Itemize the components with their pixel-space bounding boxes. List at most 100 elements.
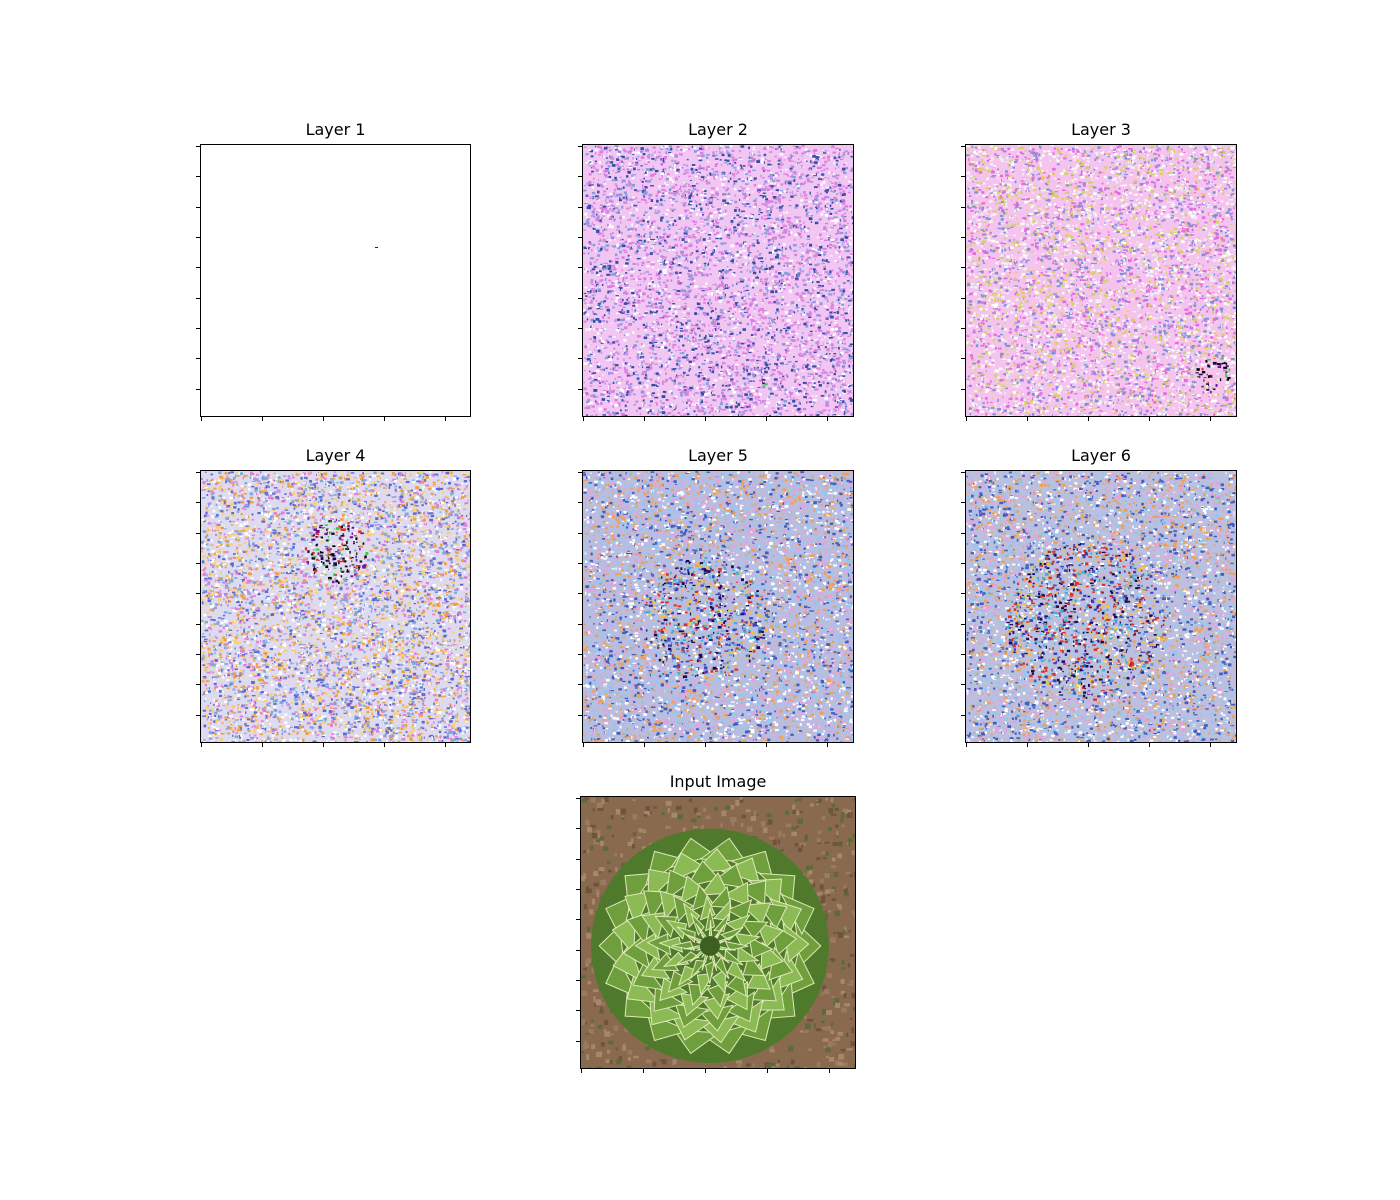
y-tick <box>961 267 966 268</box>
x-tick <box>583 416 584 421</box>
y-tick <box>578 328 583 329</box>
layer-6-image <box>965 470 1237 743</box>
x-tick <box>705 742 706 747</box>
layer-4-image <box>200 470 471 743</box>
y-tick <box>576 919 581 920</box>
x-tick <box>966 742 967 747</box>
panel-layer-4: Layer 4 <box>200 448 471 743</box>
y-tick <box>196 502 201 503</box>
x-tick <box>827 416 828 421</box>
input-image <box>580 796 856 1069</box>
panel-title: Layer 2 <box>582 122 854 138</box>
x-tick <box>384 742 385 747</box>
panel-layer-6: Layer 6 <box>965 448 1237 743</box>
panel-layer-3: Layer 3 <box>965 122 1237 417</box>
y-tick <box>578 176 583 177</box>
y-tick <box>578 624 583 625</box>
y-tick <box>576 980 581 981</box>
y-tick <box>961 298 966 299</box>
y-tick <box>578 563 583 564</box>
layer-4-texture <box>201 471 470 742</box>
x-tick <box>643 1068 644 1073</box>
x-tick <box>583 742 584 747</box>
y-tick <box>961 684 966 685</box>
y-tick <box>961 176 966 177</box>
y-tick <box>961 502 966 503</box>
y-tick <box>578 654 583 655</box>
y-tick <box>196 684 201 685</box>
y-tick <box>961 715 966 716</box>
layer-2-texture <box>583 145 853 416</box>
y-tick <box>578 267 583 268</box>
y-tick <box>196 358 201 359</box>
y-tick <box>578 593 583 594</box>
y-tick <box>578 502 583 503</box>
y-tick <box>578 146 583 147</box>
x-tick <box>1027 742 1028 747</box>
layer-3-image <box>965 144 1237 417</box>
y-tick <box>961 328 966 329</box>
x-tick <box>323 416 324 421</box>
layer-5-image <box>582 470 854 743</box>
y-tick <box>961 563 966 564</box>
panel-title: Layer 4 <box>200 448 471 464</box>
x-tick <box>766 742 767 747</box>
panel-layer-5: Layer 5 <box>582 448 854 743</box>
x-tick <box>1149 742 1150 747</box>
y-tick <box>578 358 583 359</box>
y-tick <box>196 267 201 268</box>
y-tick <box>961 207 966 208</box>
y-tick <box>578 207 583 208</box>
y-tick <box>576 798 581 799</box>
y-tick <box>196 533 201 534</box>
layer-5-texture <box>583 471 853 742</box>
panel-title: Layer 5 <box>582 448 854 464</box>
x-tick <box>766 416 767 421</box>
y-tick <box>196 624 201 625</box>
layer-6-texture <box>966 471 1236 742</box>
y-tick <box>578 472 583 473</box>
layer-1-image <box>200 144 471 417</box>
panel-title: Layer 6 <box>965 448 1237 464</box>
x-tick <box>644 416 645 421</box>
y-tick <box>576 828 581 829</box>
x-tick <box>966 416 967 421</box>
y-tick <box>196 563 201 564</box>
panel-input-image: Input Image <box>580 774 856 1070</box>
x-tick <box>644 742 645 747</box>
y-tick <box>578 237 583 238</box>
y-tick <box>961 358 966 359</box>
panel-layer-1: Layer 1 <box>200 122 471 417</box>
y-tick <box>576 950 581 951</box>
x-tick <box>705 1068 706 1073</box>
x-tick <box>1210 416 1211 421</box>
y-tick <box>961 624 966 625</box>
y-tick <box>578 298 583 299</box>
y-tick <box>961 389 966 390</box>
x-tick <box>1210 742 1211 747</box>
y-tick <box>196 472 201 473</box>
panel-title: Input Image <box>580 774 856 790</box>
x-tick <box>262 416 263 421</box>
panel-title: Layer 3 <box>965 122 1237 138</box>
panel-title: Layer 1 <box>200 122 471 138</box>
y-tick <box>578 715 583 716</box>
x-tick <box>827 742 828 747</box>
activation-speck <box>375 247 378 248</box>
y-tick <box>196 389 201 390</box>
y-tick <box>196 593 201 594</box>
layer-2-image <box>582 144 854 417</box>
y-tick <box>961 654 966 655</box>
y-tick <box>576 859 581 860</box>
y-tick <box>961 533 966 534</box>
y-tick <box>196 207 201 208</box>
x-tick <box>201 416 202 421</box>
y-tick <box>196 298 201 299</box>
y-tick <box>196 237 201 238</box>
x-tick <box>201 742 202 747</box>
y-tick <box>576 889 581 890</box>
y-tick <box>196 715 201 716</box>
y-tick <box>578 389 583 390</box>
y-tick <box>196 328 201 329</box>
y-tick <box>961 237 966 238</box>
